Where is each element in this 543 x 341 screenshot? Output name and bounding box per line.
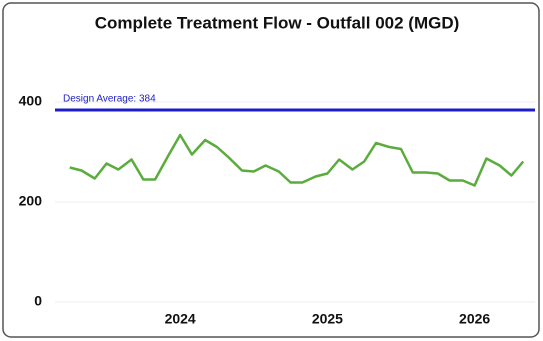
- reference-label: Design Average: 384: [63, 94, 156, 105]
- y-tick-label: 200: [19, 193, 43, 209]
- y-tick-label: 400: [19, 93, 43, 109]
- x-tick-label: 2026: [459, 311, 490, 327]
- frame: [2, 2, 540, 338]
- x-tick-label: 2024: [165, 311, 196, 327]
- data-line: [69, 133, 525, 187]
- y-tick-label: 0: [34, 293, 42, 309]
- x-tick-label: 2025: [312, 311, 343, 327]
- chart-title: Complete Treatment Flow - Outfall 002 (M…: [95, 13, 460, 32]
